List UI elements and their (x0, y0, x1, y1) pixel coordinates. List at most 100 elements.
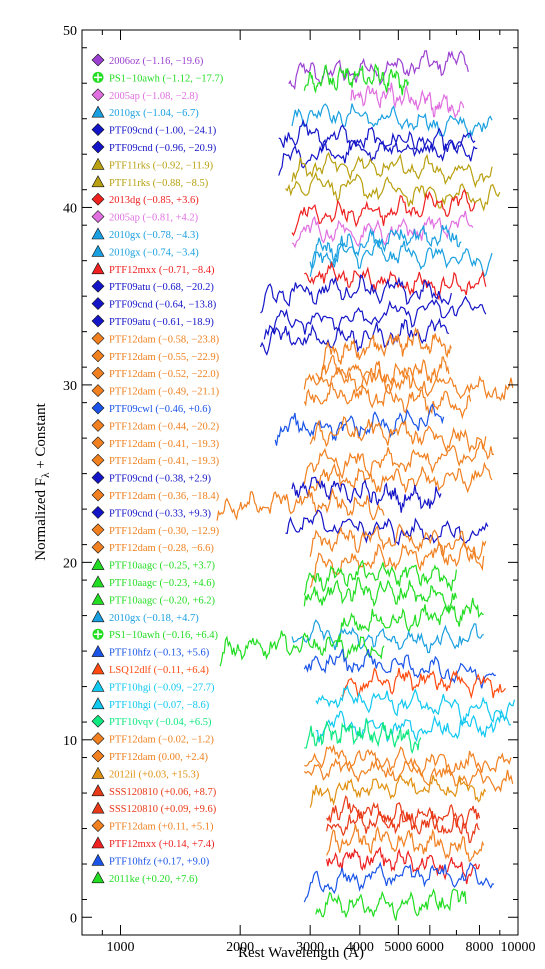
legend-diamond-marker (91, 471, 105, 485)
y-tick-label: 50 (63, 24, 77, 39)
legend-label: 2012il (+0.03, +15.3) (109, 769, 200, 780)
legend-diamond-marker (91, 488, 105, 502)
legend-triangle-marker (91, 766, 105, 779)
spectrum-line (285, 171, 501, 212)
legend-triangle-marker (91, 175, 105, 188)
legend-label: PTF09cnd (−0.38, +2.9) (109, 474, 211, 485)
spectrum-line (304, 717, 422, 755)
legend-triangle-marker (91, 244, 105, 257)
legend-diamond-marker (91, 453, 105, 467)
legend-triangle-marker (91, 262, 105, 275)
y-tick-label: 20 (63, 556, 77, 571)
legend-label: PTF10hgi (−0.07, −8.6) (109, 700, 210, 711)
legend-diamond-marker (91, 140, 105, 154)
x-tick-label: 3000 (296, 940, 324, 955)
axis-ticks: 1000 2000 3000 4000 5000 6000 8000 10000 0 10 20 30… (63, 24, 536, 955)
legend-diamond-marker (91, 749, 105, 763)
spectrum-line (304, 260, 487, 301)
legend-label: PTF12mxx (−0.71, −8.4) (109, 265, 215, 276)
legend-cross-mark (94, 73, 102, 82)
legend-label: PTF12dam (−0.41, −19.3) (109, 456, 220, 467)
spectrum-line (350, 82, 465, 120)
spectrum-line (336, 597, 484, 648)
legend-label: PTF12mxx (+0.14, +7.4) (109, 839, 215, 850)
y-axis-label-suffix: + Constant (33, 402, 49, 472)
plot-frame (81, 29, 519, 936)
legend-diamond-marker (91, 540, 105, 554)
spectrum-line (303, 861, 495, 903)
y-tick-label: 30 (63, 379, 77, 394)
x-tick-label: 6000 (416, 940, 444, 955)
legend-diamond-marker (91, 53, 105, 67)
legend-label: PTF09atu (−0.68, −20.2) (109, 282, 214, 293)
legend-label: PTF09cnd (−0.64, −13.8) (109, 300, 217, 311)
legend-label: PS1−10awh (−1.12, −17.7) (109, 73, 224, 84)
legend-diamond-marker (91, 349, 105, 363)
legend-label: PTF09cnd (−0.33, +9.3) (109, 508, 211, 519)
y-axis-label-subscript: λ (40, 472, 52, 478)
legend-label: PTF12dam (−0.02, −1.2) (109, 735, 214, 746)
legend-triangle-marker (91, 157, 105, 170)
legend-diamond-marker (91, 418, 105, 432)
legend-label: 2013dg (−0.85, +3.6) (109, 195, 199, 206)
x-axis-label: Rest Wavelength (Å) (238, 945, 364, 961)
legend-label: 2006oz (−1.16, −19.6) (109, 56, 204, 67)
legend-triangle-marker (91, 679, 105, 692)
spectrum-line (291, 619, 484, 654)
legend-label: PTF12dam (−0.58, −23.8) (109, 334, 220, 345)
legend-label: PTF10aagc (−0.23, +4.6) (109, 578, 216, 589)
spectrum-line (291, 103, 493, 139)
spectrum-line (309, 416, 487, 454)
legend-triangle-marker (91, 801, 105, 814)
legend-diamond-marker (91, 523, 105, 537)
legend-triangle-marker (91, 697, 105, 710)
spectrum-line (303, 63, 409, 96)
legend-diamond-marker (91, 123, 105, 137)
legend-label: 2010gx (−0.74, −3.4) (109, 247, 199, 258)
legend-label: PS1−10awh (−0.16, +6.4) (109, 630, 219, 641)
legend-diamond-marker (91, 732, 105, 746)
x-tick-label: 1000 (107, 940, 135, 955)
legend-diamond-marker (91, 505, 105, 519)
y-tick-label: 0 (70, 911, 77, 926)
x-tick-label: 2000 (226, 940, 254, 955)
legend-diamond-marker (91, 436, 105, 450)
x-tick-label: 8000 (465, 940, 493, 955)
legend-label: 2010gx (−0.18, +4.7) (109, 613, 199, 624)
spectrum-line (309, 540, 485, 588)
spectrum-line (219, 630, 385, 667)
legend-label: PTF09cwl (−0.46, +0.6) (109, 404, 211, 415)
spectrum-line (309, 461, 493, 494)
legend: 2006oz (−1.16, −19.6) PS1−10awh (−1.12, −… (91, 53, 224, 885)
y-tick-label: 10 (63, 734, 77, 749)
legend-triangle-marker (91, 871, 105, 884)
spectrum-line (326, 809, 480, 844)
spectrum-line (291, 151, 493, 189)
legend-label: PTF09cnd (−0.96, −20.9) (109, 143, 217, 154)
y-tick-label: 40 (63, 201, 77, 216)
legend-label: LSQ12dlf (−0.11, +6.4) (109, 665, 209, 676)
x-tick-label: 10000 (501, 940, 536, 955)
spectrum-line (326, 846, 481, 885)
legend-diamond-marker (91, 401, 105, 415)
legend-triangle-marker (91, 662, 105, 675)
legend-label: PTF09atu (−0.61, −18.9) (109, 317, 214, 328)
legend-label: PTF10hfz (+0.17, +9.0) (109, 856, 210, 867)
legend-label: SSS120810 (+0.06, +8.7) (109, 787, 217, 798)
legend-label: PTF12dam (−0.52, −22.0) (109, 369, 220, 380)
spectrum-line (291, 188, 476, 237)
legend-label: PTF12dam (−0.41, −19.3) (109, 439, 220, 450)
legend-label: PTF12dam (−0.49, −21.1) (109, 387, 220, 398)
y-axis-label-main: Normalized F (33, 478, 49, 561)
spectrum-line (278, 119, 476, 156)
legend-label: PTF10aagc (−0.20, +6.2) (109, 595, 216, 606)
spectrum-line (303, 577, 457, 615)
spectrum-line (309, 240, 493, 278)
spectrum-line (309, 774, 487, 808)
spectrum-line (263, 295, 487, 340)
legend-diamond-marker (91, 384, 105, 398)
spectrum-line (303, 382, 472, 420)
legend-diamond-marker (91, 279, 105, 293)
spectrum-line (309, 523, 487, 561)
